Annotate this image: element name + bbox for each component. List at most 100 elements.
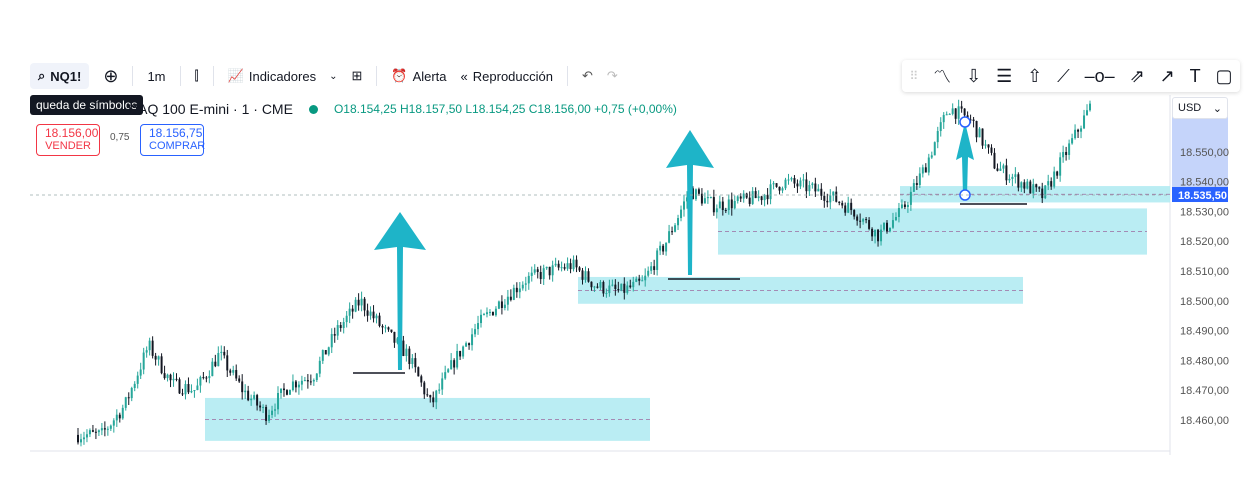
- candle-body: [259, 405, 262, 408]
- candle-body: [465, 343, 468, 347]
- candle-body: [874, 229, 877, 237]
- candle-body: [253, 395, 256, 399]
- candle-type-icon[interactable]: ⫿: [194, 68, 199, 83]
- candle-body: [909, 191, 912, 205]
- candle-body: [250, 398, 253, 401]
- candle-body: [145, 350, 148, 353]
- candle-body: [342, 322, 345, 329]
- layouts-icon[interactable]: ⊞: [351, 68, 363, 83]
- arrow-marker-icon[interactable]: ↗: [1159, 65, 1175, 86]
- candle-body: [811, 183, 814, 186]
- symbol-search-button[interactable]: ⌕ NQ1!: [30, 63, 90, 89]
- candle-body: [856, 216, 859, 221]
- candle-body: [1005, 165, 1008, 181]
- candle-body: [554, 263, 557, 266]
- candle-body: [112, 420, 115, 426]
- candle-body: [730, 199, 733, 209]
- candle-body: [494, 308, 497, 316]
- candle-body: [169, 374, 172, 381]
- candle-body: [623, 283, 626, 293]
- candle-body: [509, 296, 512, 300]
- candle-body: [877, 229, 880, 242]
- drag-handle-icon[interactable]: ⠿: [909, 69, 919, 83]
- candle-body: [539, 272, 542, 280]
- candle-body: [1038, 187, 1041, 189]
- trend-line-icon[interactable]: ⟋: [1057, 65, 1070, 86]
- tooltip: queda de símbolos: [30, 95, 144, 115]
- interval-button[interactable]: 1m: [147, 68, 166, 84]
- candle-body: [590, 281, 593, 288]
- candle-body: [381, 325, 384, 328]
- currency-select[interactable]: USD ⌄: [1172, 97, 1228, 119]
- candle-body: [136, 375, 139, 384]
- divider: [212, 66, 214, 86]
- candle-body: [339, 325, 342, 329]
- candle-body: [850, 202, 853, 211]
- candle-body: [790, 178, 793, 180]
- candle-body: [1065, 151, 1068, 155]
- candle-body: [1047, 181, 1050, 186]
- candle-body: [482, 314, 485, 316]
- candle-body: [315, 373, 318, 381]
- candle-body: [930, 155, 933, 158]
- search-icon: ⌕: [38, 68, 46, 83]
- undo-icon[interactable]: ↶: [581, 68, 593, 83]
- candle-body: [142, 352, 145, 370]
- candle-body: [435, 390, 438, 403]
- redo-icon[interactable]: ↷: [606, 68, 618, 83]
- candle-body: [954, 108, 957, 119]
- horizontal-ray-icon[interactable]: –o–: [1084, 65, 1115, 86]
- buy-button[interactable]: 18.156,75 COMPRAR: [140, 124, 205, 156]
- candle-body: [151, 340, 154, 356]
- candle-body: [468, 343, 471, 346]
- candle-body: [300, 380, 303, 385]
- candle-body: [375, 315, 378, 319]
- candle-body: [638, 278, 641, 281]
- candle-body: [575, 259, 578, 268]
- spread: 0,75: [110, 132, 130, 143]
- candle-body: [1011, 176, 1014, 179]
- candle-body: [127, 397, 130, 399]
- sell-button[interactable]: 18.156,00 VENDER: [36, 124, 100, 156]
- compare-add-icon[interactable]: ⊕: [103, 65, 119, 86]
- candle-body: [497, 301, 500, 309]
- alert-button[interactable]: ⏰ Alerta: [391, 68, 446, 84]
- divider: [179, 66, 181, 86]
- candle-body: [238, 378, 241, 382]
- arrow-up-icon[interactable]: ⇧: [1027, 65, 1043, 86]
- fib-lines-icon[interactable]: ☰: [996, 65, 1013, 86]
- market-status-icon: [308, 104, 318, 114]
- candle-body: [327, 347, 330, 355]
- indicators-button[interactable]: 📈 Indicadores ⌄: [228, 68, 338, 84]
- candle-body: [223, 351, 226, 356]
- trend-angle-icon[interactable]: 〽: [933, 67, 952, 87]
- candle-body: [894, 217, 897, 221]
- candle-body: [868, 220, 871, 229]
- rectangle-icon[interactable]: ▢: [1215, 65, 1233, 86]
- candle-body: [641, 280, 644, 282]
- candle-body: [471, 334, 474, 346]
- candle-body: [912, 183, 915, 192]
- candle-body: [999, 168, 1002, 171]
- replay-button[interactable]: «Reproducción: [461, 69, 553, 84]
- candle-body: [733, 200, 736, 209]
- candle-body: [190, 391, 193, 393]
- candle-body: [745, 193, 748, 198]
- candle-body: [972, 119, 975, 121]
- zone-box: [205, 397, 650, 441]
- arrow-icon[interactable]: ⇗: [1129, 65, 1145, 86]
- candle-body: [184, 384, 187, 395]
- candle-body: [629, 285, 632, 288]
- chevron-down-icon: ⌄: [1212, 102, 1222, 115]
- chevron-down-icon[interactable]: ⌄: [329, 70, 338, 82]
- candle-body: [241, 381, 244, 393]
- arrow-down-icon[interactable]: ⇩: [966, 65, 982, 86]
- candle-body: [886, 222, 889, 232]
- candle-body: [1062, 151, 1065, 158]
- candle-body: [584, 271, 587, 280]
- candle-body: [653, 266, 656, 270]
- candle-body: [109, 425, 112, 429]
- candle-body: [542, 268, 545, 280]
- text-icon[interactable]: T: [1189, 65, 1201, 86]
